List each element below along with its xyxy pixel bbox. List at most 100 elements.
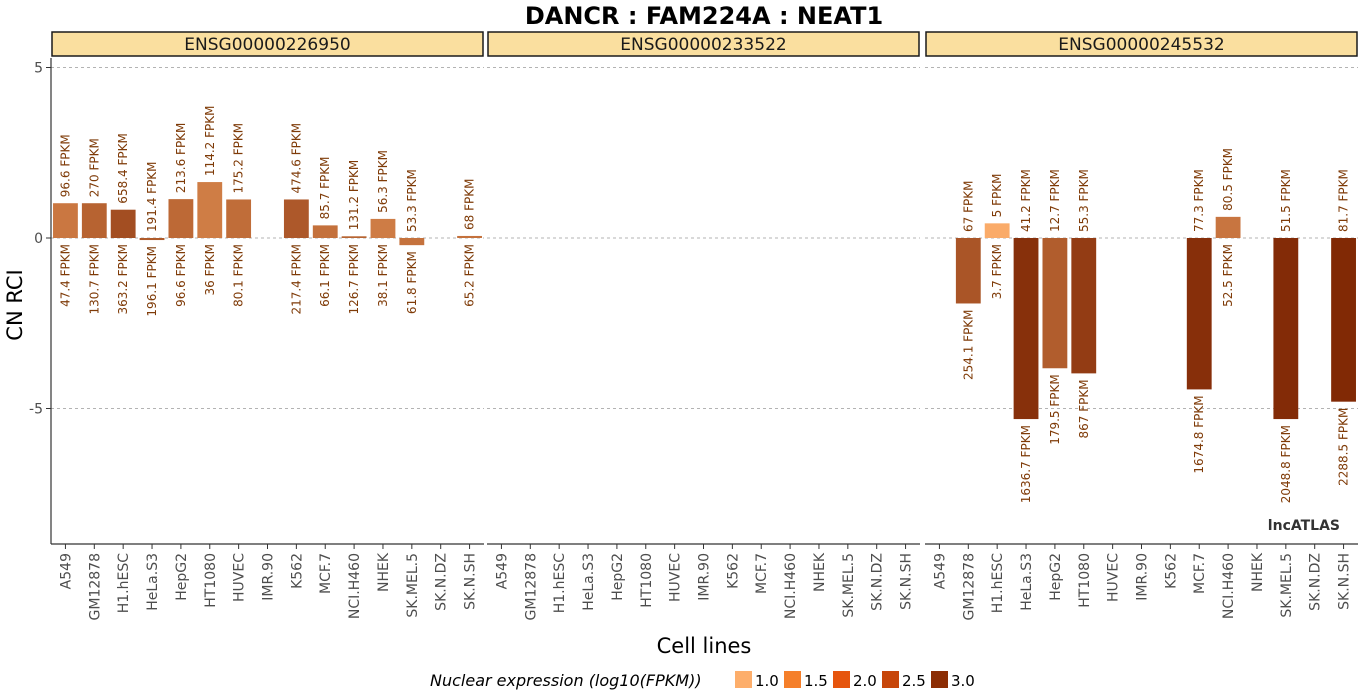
panel-ENSG00000245532: ENSG00000245532 A549 GM12878 H1.hESC HeLa.S3… [925, 31, 1358, 620]
bar-H1.hESC [984, 223, 1010, 238]
bar-HeLa.S3 [1013, 238, 1039, 420]
bar-top-label: 131.2 FPKM [347, 160, 361, 231]
x-tick-label: NCI.H460 [1221, 553, 1237, 619]
bar-top-label: 56.3 FPKM [376, 150, 390, 213]
facet-strip-label: ENSG00000245532 [1058, 35, 1224, 55]
bar-top-label: 658.4 FPKM [116, 133, 130, 204]
facet-strip [51, 31, 484, 57]
bar-HT1080 [1071, 238, 1097, 374]
facet-strip [925, 31, 1358, 57]
bar-bottom-label: 126.7 FPKM [347, 244, 361, 315]
x-tick-label: MCF.7 [1192, 553, 1208, 594]
bar-bottom-label: 61.8 FPKM [405, 251, 419, 314]
x-axis-title: Cell lines [657, 634, 752, 658]
x-tick-label: SK.N.SH [463, 553, 479, 610]
bar-MCF.7 [312, 225, 338, 238]
bar-bottom-label: 36 FPKM [203, 244, 217, 295]
bar-top-label: 51.5 FPKM [1279, 169, 1293, 232]
bar-SK.N.SH [1331, 238, 1356, 402]
x-tick-label: SK.MEL.5 [405, 553, 421, 618]
x-tick-label: HUVEC [668, 553, 684, 602]
bar-top-label: 175.2 FPKM [232, 123, 246, 194]
bar-SK.MEL.5 [399, 238, 425, 246]
x-tick-label: NCI.H460 [783, 553, 799, 619]
x-tick-label: HepG2 [610, 553, 626, 601]
x-tick-label: GM12878 [87, 553, 103, 620]
x-tick-label: NHEK [1250, 552, 1266, 592]
bar-HUVEC [226, 199, 252, 238]
bar-bottom-label: 1674.8 FPKM [1192, 395, 1206, 473]
panel-ENSG00000226950: ENSG00000226950 A549 GM12878 H1.hESC HeLa.S3… [51, 31, 484, 620]
panel-ENSG00000233522: ENSG00000233522 A549 GM12878 H1.hESC HeLa.S3… [487, 31, 920, 620]
x-tick-label: SK.MEL.5 [841, 553, 857, 618]
x-tick-label: HT1080 [639, 553, 655, 608]
bar-bottom-label: 196.1 FPKM [145, 246, 159, 317]
x-tick-label: GM12878 [523, 553, 539, 620]
x-tick-label: A549 [494, 553, 510, 589]
y-tick-label: 0 [34, 231, 43, 247]
y-axis: 5 0 -5 [29, 58, 52, 544]
legend-swatch [931, 671, 948, 688]
bar-HepG2 [1042, 238, 1068, 369]
bar-bottom-label: 2288.5 FPKM [1337, 408, 1351, 486]
bar-bottom-label: 3.7 FPKM [990, 244, 1004, 299]
bar-top-label: 270 FPKM [87, 138, 101, 197]
bar-bottom-label: 130.7 FPKM [87, 244, 101, 315]
bar-top-label: 68 FPKM [463, 179, 477, 230]
bar-bottom-label: 1636.7 FPKM [1019, 425, 1033, 503]
bar-top-label: 55.3 FPKM [1077, 169, 1091, 232]
bar-top-label: 41.2 FPKM [1019, 169, 1033, 232]
facet-strip-label: ENSG00000233522 [620, 35, 786, 55]
bar-top-label: 81.7 FPKM [1337, 169, 1351, 232]
x-tick-label: SK.N.SH [899, 553, 915, 610]
bar-A549 [53, 203, 78, 238]
bar-bottom-label: 65.2 FPKM [463, 244, 477, 307]
bar-bottom-label: 80.1 FPKM [232, 244, 246, 307]
bar-top-label: 5 FPKM [990, 174, 1004, 218]
bar-top-label: 77.3 FPKM [1192, 169, 1206, 232]
x-tick-label: SK.N.DZ [870, 553, 886, 611]
x-tick-label: HeLa.S3 [145, 553, 161, 611]
x-tick-label: HT1080 [203, 553, 219, 608]
bar-bottom-label: 363.2 FPKM [116, 244, 130, 315]
legend-label: 2.0 [853, 672, 877, 690]
legend-items: 1.0 1.5 2.0 2.5 3.0 [735, 671, 975, 690]
legend: Nuclear expression (log10(FPKM)) 1.0 1.5 2… [430, 671, 975, 690]
x-tick-label: HepG2 [1048, 553, 1064, 601]
bar-HepG2 [168, 199, 194, 238]
x-tick-label: GM12878 [961, 553, 977, 620]
facet-strip [487, 31, 920, 57]
x-tick-label: HeLa.S3 [581, 553, 597, 611]
x-tick-label: HepG2 [174, 553, 190, 601]
x-tick-label: IMR.90 [1135, 553, 1151, 601]
x-tick-label: K562 [289, 553, 305, 589]
x-tick-label: SK.N.DZ [434, 553, 450, 611]
bar-GM12878 [81, 203, 107, 238]
bar-top-label: 80.5 FPKM [1221, 148, 1235, 211]
x-tick-label: A549 [932, 553, 948, 589]
bar-NCI.H460 [341, 236, 367, 238]
panels: ENSG00000226950 A549 GM12878 H1.hESC HeLa.S3… [51, 31, 1358, 620]
bar-top-label: 12.7 FPKM [1048, 169, 1062, 232]
bar-bottom-label: 38.1 FPKM [376, 244, 390, 307]
x-tick-label: H1.hESC [116, 553, 132, 613]
bar-top-label: 53.3 FPKM [405, 169, 419, 232]
facet-strip-label: ENSG00000226950 [184, 35, 350, 55]
bar-H1.hESC [110, 209, 136, 238]
x-tick-label: H1.hESC [990, 553, 1006, 613]
bar-bottom-label: 66.1 FPKM [318, 244, 332, 307]
bar-NCI.H460 [1215, 216, 1241, 238]
bar-bottom-label: 217.4 FPKM [289, 244, 303, 315]
bar-GM12878 [955, 238, 981, 304]
legend-label: 3.0 [951, 672, 975, 690]
x-tick-label: SK.N.SH [1337, 553, 1353, 610]
bar-top-label: 191.4 FPKM [145, 161, 159, 232]
x-tick-label: IMR.90 [697, 553, 713, 601]
legend-title: Nuclear expression (log10(FPKM)) [430, 671, 702, 690]
y-tick-label: -5 [29, 402, 43, 418]
x-tick-label: SK.N.DZ [1308, 553, 1324, 611]
legend-label: 1.5 [804, 672, 828, 690]
watermark-logo: lncATLAS [1268, 518, 1340, 534]
chart-title: DANCR : FAM224A : NEAT1 [525, 2, 883, 30]
